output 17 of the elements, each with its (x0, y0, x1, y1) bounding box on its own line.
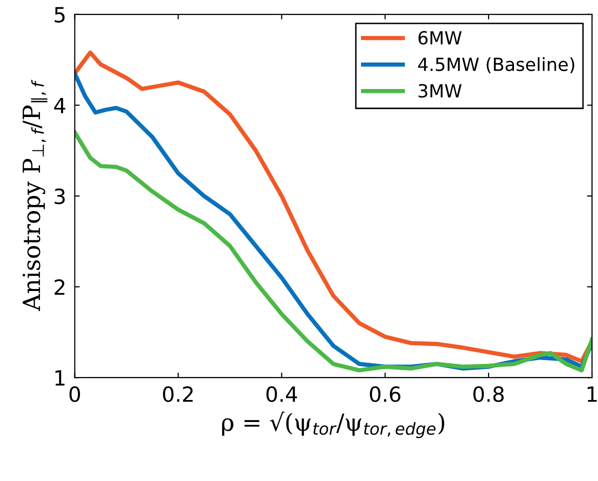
x-tick-label: 0.6 (370, 386, 400, 402)
y-axis-title: Anisotropy P$_{⊥,f}$/P$_{∥,f}$ (22, 80, 48, 312)
y-tick-label: 4 (54, 98, 66, 114)
x-axis-title: ρ = √(ψ$_{tor}$/ψ$_{tor,edge}$) (222, 412, 444, 438)
x-tick-label: 1 (588, 386, 597, 402)
y-tick-label: 2 (54, 279, 64, 295)
x-tick-label: 0.8 (473, 386, 504, 402)
legend-label: 4.5MW (Baseline) (418, 57, 574, 74)
line-series (74, 130, 592, 372)
y-tick-label: 5 (54, 7, 65, 23)
x-tick-label: 0.4 (266, 386, 298, 402)
y-tick-label: 1 (55, 370, 64, 386)
legend-label: 6MW (418, 31, 462, 45)
legend-label: 3MW (418, 84, 462, 98)
y-tick-label: 3 (54, 188, 65, 204)
x-tick-label: 0 (69, 386, 80, 402)
x-tick-label: 0.2 (163, 386, 193, 402)
